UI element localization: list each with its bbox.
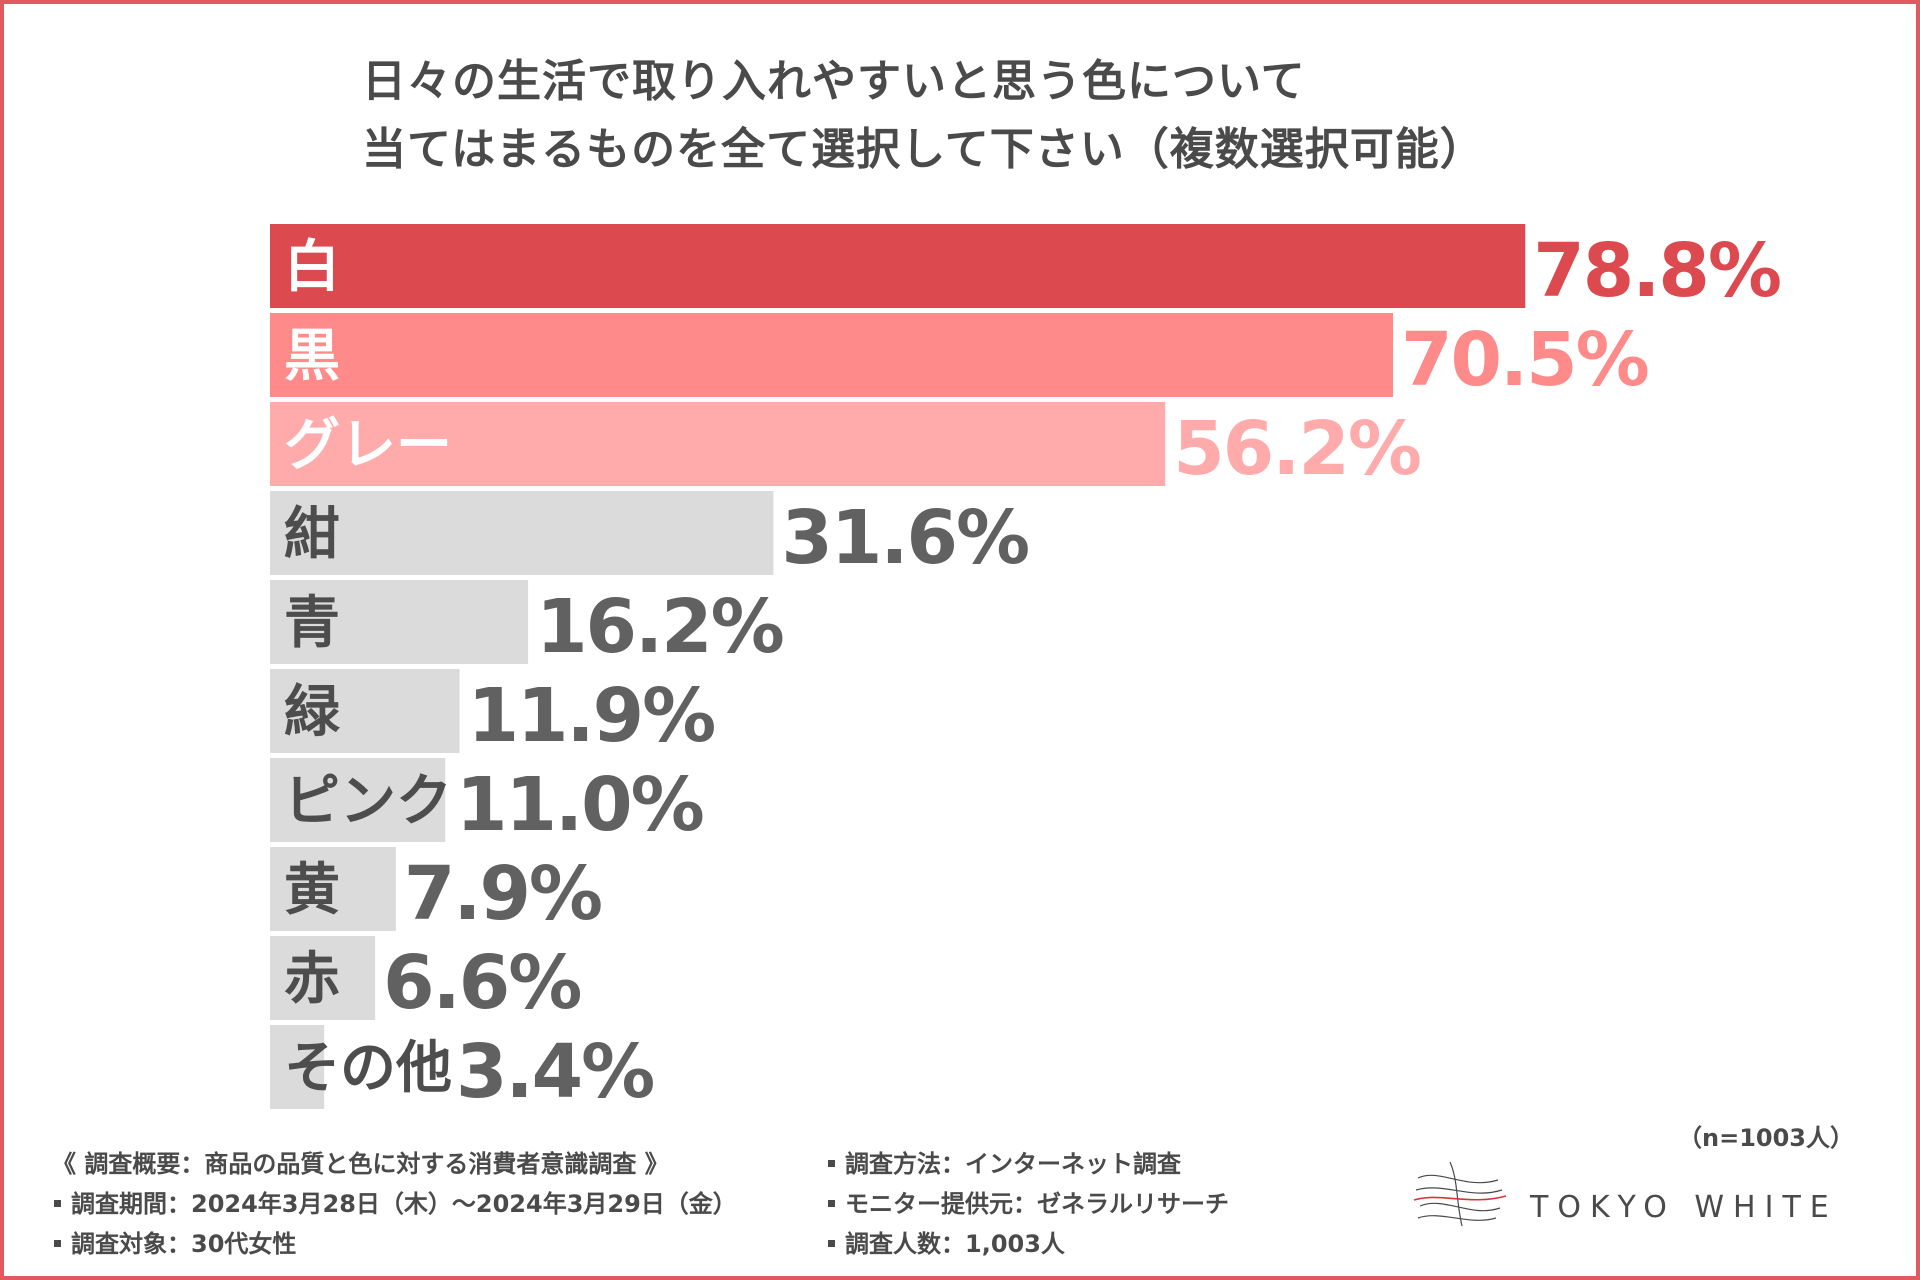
bar-8 — [270, 936, 376, 1020]
bar-6 — [270, 758, 446, 842]
survey-count: 調査人数：1,003人 — [845, 1230, 1065, 1258]
brand-name: TOKYO WHITE — [1530, 1190, 1838, 1225]
value-label: 3.4% — [456, 1029, 653, 1115]
survey-notes-right: 調査方法：インターネット調査 モニター提供元：ゼネラルリサーチ 調査人数：1,0… — [826, 1144, 1229, 1264]
chart-title: 日々の生活で取り入れやすいと思う色について 当てはまるものを全て選択して下さい（… — [362, 48, 1485, 184]
category-label: 黄 — [284, 858, 340, 923]
bullet-square-icon — [54, 1199, 61, 1207]
survey-overview: 《 調査概要：商品の品質と色に対する消費者意識調査 》 — [52, 1150, 669, 1178]
bar-9 — [270, 1025, 325, 1109]
survey-provider: モニター提供元：ゼネラルリサーチ — [845, 1190, 1229, 1218]
bar-0 — [270, 224, 1526, 308]
value-label: 11.0% — [456, 762, 703, 848]
category-label: グレー — [284, 413, 452, 478]
title-line-2: 当てはまるものを全て選択して下さい（複数選択可能） — [362, 124, 1485, 175]
value-label: 16.2% — [536, 584, 783, 670]
value-label: 7.9% — [404, 851, 601, 937]
bar-5 — [270, 669, 460, 753]
bar-2 — [270, 402, 1166, 486]
category-label: 白 — [284, 235, 340, 300]
bar-7 — [270, 847, 396, 931]
value-label: 11.9% — [468, 673, 715, 759]
category-label: 緑 — [284, 680, 341, 745]
category-label: 青 — [284, 591, 340, 656]
survey-method: 調査方法：インターネット調査 — [845, 1150, 1181, 1178]
survey-provider-row: モニター提供元：ゼネラルリサーチ — [826, 1184, 1229, 1224]
category-label: 黒 — [284, 324, 340, 389]
survey-target-row: 調査対象：30代女性 — [52, 1224, 737, 1264]
bullet-square-icon — [828, 1159, 835, 1167]
bullet-square-icon — [54, 1239, 61, 1247]
survey-target: 調査対象：30代女性 — [71, 1230, 297, 1258]
bullet-square-icon — [828, 1199, 835, 1207]
survey-period-row: 調査期間：2024年3月28日（木）～2024年3月29日（金） — [52, 1184, 737, 1224]
bar-3 — [270, 491, 774, 575]
survey-method-row: 調査方法：インターネット調査 — [826, 1144, 1229, 1184]
category-label: その他 — [284, 1036, 452, 1101]
value-label: 78.8% — [1533, 228, 1780, 314]
value-label: 31.6% — [781, 495, 1028, 581]
category-label: 赤 — [284, 947, 340, 1012]
category-label: ピンク — [284, 769, 452, 834]
title-line-1: 日々の生活で取り入れやすいと思う色について — [362, 56, 1306, 107]
value-label: 56.2% — [1173, 406, 1420, 492]
bullet-square-icon — [828, 1239, 835, 1247]
bar-1 — [270, 313, 1394, 397]
value-label: 6.6% — [383, 940, 580, 1026]
brand-logo-icon — [1413, 1161, 1507, 1227]
value-label: 70.5% — [1401, 317, 1648, 403]
sample-size-note: （n=1003人） — [1678, 1124, 1854, 1152]
survey-count-row: 調査人数：1,003人 — [826, 1224, 1229, 1264]
survey-period: 調査期間：2024年3月28日（木）～2024年3月29日（金） — [71, 1190, 737, 1218]
survey-notes-left: 《 調査概要：商品の品質と色に対する消費者意識調査 》 調査期間：2024年3月… — [52, 1144, 737, 1264]
category-label: 紺 — [284, 502, 340, 567]
bar-4 — [270, 580, 529, 664]
